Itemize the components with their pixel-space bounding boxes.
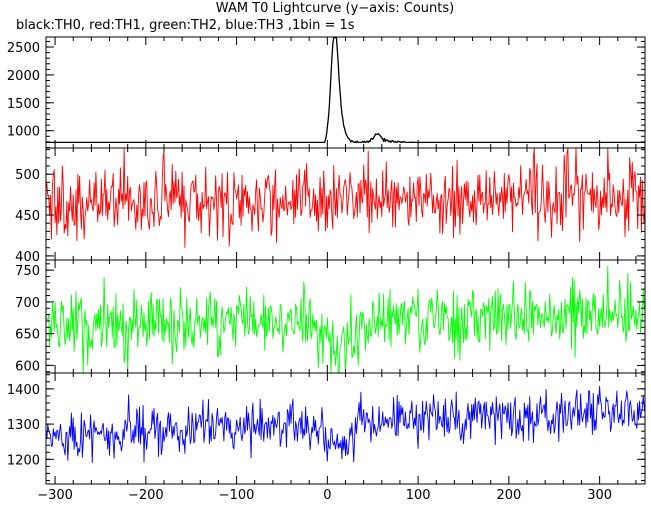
x-axis: −300 −200 −100 0 100 200 300 <box>37 488 612 503</box>
chart-subtitle: black:TH0, red:TH1, green:TH2, blue:TH3 … <box>16 18 355 33</box>
y-tick-label: 450 <box>15 209 40 224</box>
y-tick-label: 600 <box>15 359 40 374</box>
chart-title: WAM T0 Lightcurve (y−axis: Counts) <box>216 1 454 16</box>
x-tick-label: 200 <box>496 488 521 503</box>
y-tick-label: 1000 <box>7 125 40 140</box>
y-tick-label: 1500 <box>7 97 40 112</box>
panel-th1: 400 450 500 <box>15 147 646 265</box>
panel-th2: 600 650 700 750 <box>15 259 646 374</box>
x-tick-label: 0 <box>323 488 331 503</box>
x-tick-label: 100 <box>406 488 431 503</box>
x-tick-label: 300 <box>587 488 612 503</box>
x-tick-label: −200 <box>128 488 164 503</box>
y-tick-label: 2000 <box>7 69 40 84</box>
x-tick-label: −100 <box>219 488 255 503</box>
y-tick-label: 750 <box>15 264 40 279</box>
series-line-th0 <box>46 36 645 144</box>
y-tick-label: 400 <box>15 250 40 265</box>
y-tick-label: 700 <box>15 296 40 311</box>
panel-th3: 1200 1300 1400 <box>7 372 646 485</box>
y-tick-label: 500 <box>15 168 40 183</box>
y-tick-label: 1300 <box>7 418 40 433</box>
x-tick-label: −300 <box>37 488 73 503</box>
panels-group: 1000 1500 2000 2500 400 450 500 600 650 700 750 120… <box>7 36 646 485</box>
series-line-th1 <box>45 147 646 248</box>
y-tick-label: 650 <box>15 328 40 343</box>
series-line-th3 <box>45 385 646 463</box>
y-tick-label: 2500 <box>7 41 40 56</box>
y-tick-label: 1400 <box>7 383 40 398</box>
series-line-th2 <box>45 265 646 374</box>
panel-th0: 1000 1500 2000 2500 <box>7 36 646 149</box>
y-tick-label: 1200 <box>7 453 40 468</box>
